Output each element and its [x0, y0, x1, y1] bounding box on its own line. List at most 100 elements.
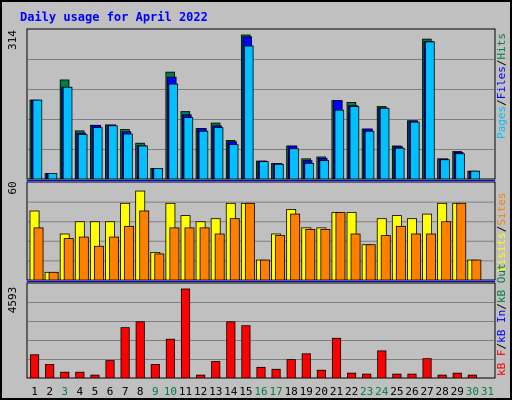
sites-bar: [109, 236, 119, 281]
pages-bar: [92, 127, 103, 180]
kbf-bar: [150, 364, 160, 379]
x-tick-label: 12: [194, 385, 207, 398]
sites-bar: [411, 233, 421, 281]
pages-bar: [153, 168, 163, 180]
kbf-bar: [45, 364, 55, 379]
sites-bar: [139, 210, 150, 281]
legend-separator: /: [495, 60, 508, 67]
kbf-bar: [29, 354, 40, 379]
kbf-bar: [135, 321, 145, 379]
x-tick-label: 13: [209, 385, 222, 398]
sites-bar: [380, 235, 391, 281]
pages-bar: [379, 107, 390, 180]
chart-title: Daily usage for April 2022: [20, 10, 208, 24]
x-tick-label: 26: [405, 385, 418, 398]
pages-bar: [319, 160, 329, 180]
sites-bar: [199, 227, 210, 281]
sites-bar: [471, 259, 482, 281]
sites-bar: [48, 271, 59, 281]
y-tick-label: 4593: [6, 287, 19, 314]
sites-bar: [93, 245, 104, 281]
kbf-bar: [60, 371, 70, 379]
kbf-bar: [105, 360, 115, 379]
x-tick-label: 25: [390, 385, 403, 398]
pages-bar: [425, 41, 435, 180]
kbf-bar: [377, 350, 387, 379]
x-tick-label: 31: [481, 385, 494, 398]
kbf-bar: [90, 374, 100, 379]
x-tick-label: 23: [360, 385, 373, 398]
sites-bar: [456, 202, 467, 281]
kbf-bar: [271, 368, 281, 379]
legend-entry: Hits: [495, 33, 508, 60]
kbf-bar: [392, 373, 402, 379]
kbf-bar: [211, 361, 221, 379]
pages-bar: [243, 45, 254, 180]
kbf-bar: [347, 372, 357, 379]
sites-bar: [244, 202, 255, 281]
kbf-bar: [362, 373, 372, 379]
sites-bar: [395, 225, 406, 281]
legend-middle: Visits/Sites: [495, 193, 508, 273]
x-tick-label: 1: [31, 385, 38, 398]
legend-separator: /: [495, 343, 508, 350]
x-tick-label: 21: [330, 385, 343, 398]
x-tick-label: 10: [164, 385, 177, 398]
pages-bar: [77, 134, 88, 180]
x-tick-label: 24: [375, 385, 389, 398]
kbf-bar: [286, 359, 296, 379]
x-tick-label: 28: [436, 385, 449, 398]
sites-bar: [441, 221, 452, 281]
y-tick-label: 314: [6, 30, 19, 50]
sites-bar: [260, 259, 270, 281]
y-tick-label: 60: [6, 181, 19, 194]
x-tick-label: 29: [451, 385, 464, 398]
pages-bar: [168, 83, 179, 180]
x-tick-label: 15: [239, 385, 252, 398]
pages-bar: [440, 159, 450, 180]
sites-bar: [78, 236, 89, 281]
x-tick-label: 6: [107, 385, 114, 398]
sites-bar: [305, 228, 316, 281]
kbf-bar: [452, 372, 462, 379]
x-tick-label: 14: [224, 385, 238, 398]
pages-bar: [213, 127, 224, 180]
pages-bar: [289, 148, 299, 180]
legend-entry: Pages: [495, 106, 508, 139]
kbf-bar: [165, 338, 175, 379]
legend-entry: kB F: [495, 350, 508, 377]
x-tick-label: 16: [254, 385, 267, 398]
legend-separator: /: [495, 99, 508, 106]
panel-bottom-area: [26, 282, 496, 379]
pages-bar: [470, 170, 480, 180]
pages-bar: [123, 133, 133, 180]
pages-bar: [259, 161, 269, 180]
pages-bar: [334, 109, 345, 180]
x-tick-label: 2: [46, 385, 53, 398]
kbf-bar: [301, 353, 311, 379]
sites-bar: [229, 218, 240, 281]
legend-separator: /: [495, 226, 508, 233]
sites-bar: [290, 213, 301, 281]
x-tick-label: 4: [77, 385, 84, 398]
pages-bar: [198, 130, 209, 180]
x-tick-label: 8: [137, 385, 144, 398]
sites-bar: [214, 233, 225, 281]
sites-bar: [124, 225, 135, 281]
x-tick-label: 27: [420, 385, 433, 398]
legend-entry: kB Out: [495, 263, 508, 303]
pages-bar: [394, 147, 405, 180]
x-tick-label: 18: [285, 385, 298, 398]
pages-bar: [32, 99, 43, 180]
sites-bar: [63, 238, 74, 281]
pages-bar: [228, 144, 239, 180]
kbf-bar: [120, 327, 130, 379]
x-tick-label: 22: [345, 385, 358, 398]
pages-bar: [62, 86, 73, 180]
x-tick-label: 19: [300, 385, 313, 398]
pages-bar: [108, 125, 118, 180]
sites-bar: [426, 233, 436, 281]
kbf-bar: [180, 288, 191, 379]
kbf-bar: [316, 369, 326, 379]
